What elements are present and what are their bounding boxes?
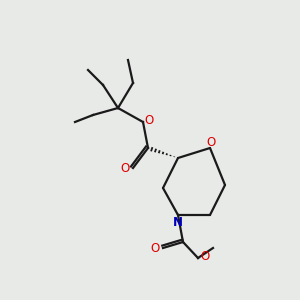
Text: O: O: [144, 115, 154, 128]
Text: O: O: [206, 136, 216, 148]
Text: O: O: [120, 163, 130, 176]
Text: O: O: [150, 242, 160, 256]
Text: N: N: [173, 215, 183, 229]
Text: O: O: [200, 250, 210, 263]
